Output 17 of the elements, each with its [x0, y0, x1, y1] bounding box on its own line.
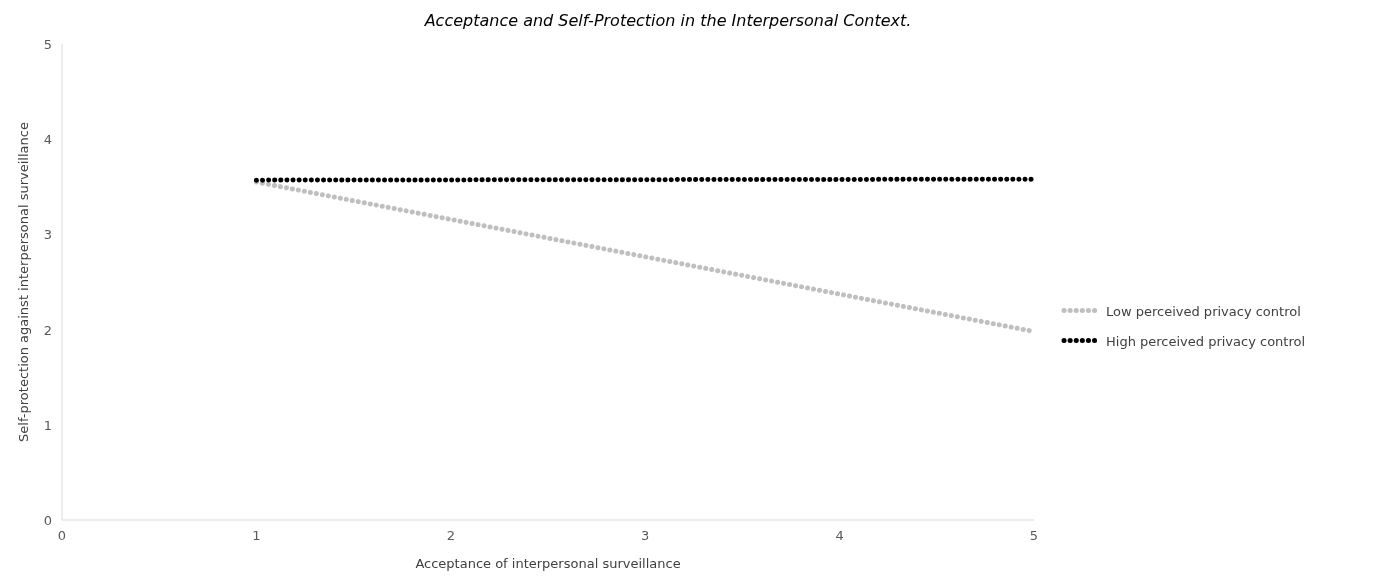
x-tick-label: 3 — [641, 528, 650, 543]
x-axis-title: Acceptance of interpersonal surveillance — [415, 556, 681, 571]
y-axis-title: Self-protection against interpersonal surveillance — [16, 122, 31, 442]
x-tick-label: 4 — [835, 528, 844, 543]
y-tick-label: 3 — [43, 227, 53, 243]
y-tick-label: 4 — [43, 132, 53, 148]
x-tick-label: 5 — [1029, 528, 1039, 543]
x-tick-label: 2 — [446, 528, 455, 543]
chart-title: Acceptance and Self-Protection in the Interpersonal Context. — [423, 11, 912, 30]
y-tick-label: 0 — [43, 513, 53, 528]
y-tick-label: 5 — [43, 37, 53, 52]
y-tick-label: 2 — [43, 322, 53, 338]
legend-label: Low perceived privacy control — [1106, 303, 1301, 319]
legend-label: High perceived privacy control — [1106, 333, 1306, 349]
x-tick-label: 0 — [57, 528, 67, 543]
y-tick-label: 1 — [43, 417, 53, 433]
x-tick-label: 1 — [252, 528, 261, 543]
